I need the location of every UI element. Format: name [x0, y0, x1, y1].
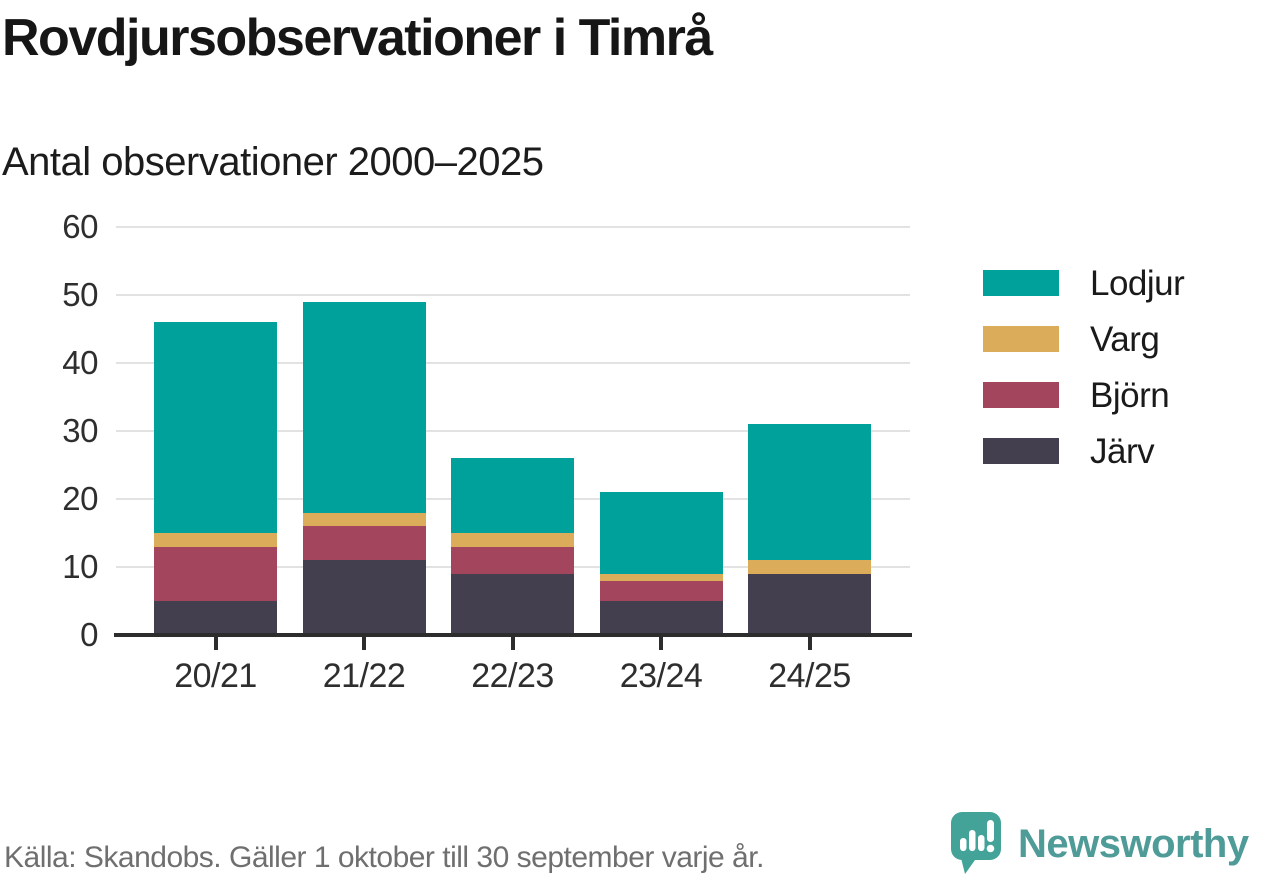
legend-swatch-varg	[983, 326, 1059, 352]
y-axis-label-30: 30	[62, 412, 98, 449]
bar-segment-varg-24-25	[748, 560, 871, 574]
bar-segment-järv-23-24	[599, 601, 723, 635]
legend-swatch-lodjur	[983, 270, 1059, 296]
bar-segment-lodjur-20-21	[154, 322, 277, 533]
legend-label-järv: Järv	[1090, 431, 1155, 471]
x-axis-label-22-23: 22/23	[471, 657, 554, 695]
bar-segment-järv-24-25	[748, 573, 871, 635]
x-axis-label-24-25: 24/25	[768, 657, 851, 695]
bar-segment-lodjur-23-24	[599, 492, 723, 574]
chart-legend: Lodjur Varg Björn Järv	[983, 255, 1185, 479]
bar-segment-varg-23-24	[599, 573, 723, 581]
legend-label-lodjur: Lodjur	[1090, 263, 1185, 303]
legend-item-lodjur: Lodjur	[983, 255, 1185, 311]
bar-segment-varg-22-23	[451, 533, 574, 547]
legend-item-järv: Järv	[983, 423, 1184, 479]
bar-segment-björn-23-24	[599, 580, 723, 601]
legend-swatch-järv	[983, 438, 1059, 464]
legend-swatch-björn	[983, 382, 1059, 408]
bar-segment-lodjur-22-23	[451, 458, 574, 533]
x-axis-tick-23-24	[659, 637, 663, 650]
newsworthy-logo-icon	[951, 812, 1001, 874]
chart-subtitle: Antal observationer 2000–2025	[2, 140, 544, 184]
x-axis-tick-22-23	[510, 637, 515, 650]
bar-segment-lodjur-21-22	[302, 301, 426, 513]
y-axis-label-50: 50	[62, 276, 98, 313]
x-axis-tick-20-21	[213, 637, 218, 650]
bar-segment-järv-21-22	[302, 560, 426, 635]
legend-item-björn: Björn	[983, 367, 1184, 423]
x-axis-line	[114, 633, 912, 637]
x-axis-tick-21-22	[362, 637, 366, 650]
newsworthy-logo-text: Newsworthy	[1018, 822, 1249, 866]
x-axis-label-20-21: 20/21	[174, 657, 257, 695]
bar-segment-varg-21-22	[302, 512, 426, 527]
bar-segment-björn-21-22	[302, 526, 426, 561]
source-note: Källa: Skandobs. Gäller 1 oktober till 3…	[4, 841, 764, 874]
bar-segment-varg-20-21	[154, 533, 277, 547]
gridline-y-30	[116, 430, 910, 432]
legend-label-varg: Varg	[1090, 319, 1160, 359]
bar-segment-björn-22-23	[451, 546, 574, 574]
bar-segment-björn-20-21	[154, 546, 277, 601]
gridline-y-60	[116, 226, 910, 228]
gridline-y-50	[116, 294, 910, 296]
bar-segment-lodjur-24-25	[748, 424, 871, 561]
legend-item-varg: Varg	[983, 311, 1184, 367]
y-axis-label-60: 60	[62, 208, 98, 245]
y-axis-label-0: 0	[80, 616, 98, 653]
newsworthy-branding: Newsworthy	[950, 810, 1262, 876]
y-axis-label-40: 40	[62, 344, 98, 381]
bar-segment-järv-20-21	[154, 601, 277, 635]
y-axis-label-10: 10	[62, 548, 98, 585]
chart-title: Rovdjursobservationer i Timrå	[2, 9, 713, 67]
gridline-y-40	[116, 362, 910, 364]
x-axis-tick-24-25	[807, 637, 812, 650]
bar-segment-järv-22-23	[451, 573, 574, 635]
x-axis-label-23-24: 23/24	[619, 657, 703, 695]
y-axis-label-20: 20	[62, 480, 98, 517]
legend-label-björn: Björn	[1090, 375, 1170, 415]
x-axis-label-21-22: 21/22	[322, 657, 406, 695]
